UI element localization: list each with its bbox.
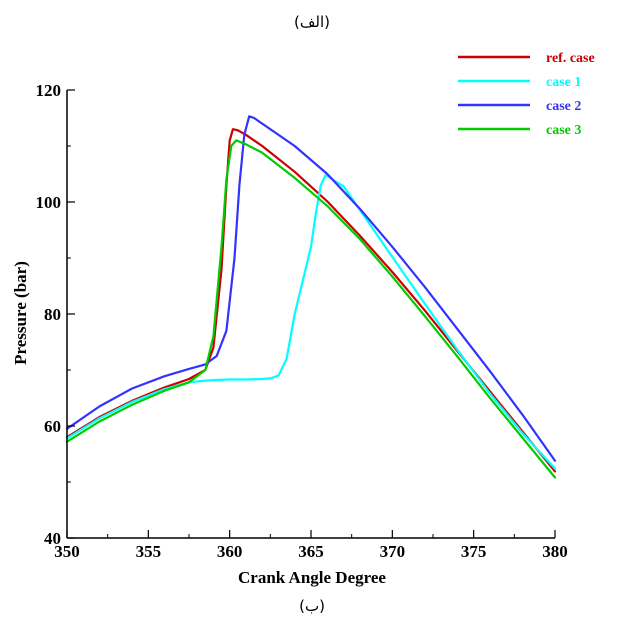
x-tick-label: 370 <box>380 542 406 561</box>
y-tick-label: 120 <box>36 81 62 100</box>
legend-label: case 2 <box>546 99 581 114</box>
x-axis-label: Crank Angle Degree <box>238 568 386 587</box>
legend-label: ref. case <box>546 51 595 66</box>
x-tick-label: 365 <box>298 542 324 561</box>
series-line-3 <box>65 115 557 462</box>
x-tick-label: 380 <box>542 542 568 561</box>
x-tick-label: 360 <box>217 542 243 561</box>
legend-item: case 3 <box>458 123 581 138</box>
series-line-2 <box>65 174 557 470</box>
legend-label: case 3 <box>546 123 581 138</box>
y-tick-label: 40 <box>44 529 61 548</box>
y-tick-label: 100 <box>36 193 62 212</box>
series-line-4 <box>65 139 557 479</box>
x-tick-label: 350 <box>54 542 80 561</box>
x-tick-label: 355 <box>136 542 162 561</box>
y-tick-label: 80 <box>44 305 61 324</box>
legend-item: case 1 <box>458 75 581 90</box>
axes-layer: 350 355 360 365 370 375 380 40 60 80 100 120 <box>36 81 568 561</box>
legend-item: case 2 <box>458 99 581 114</box>
series-line-1 <box>65 128 557 473</box>
top-caption: (الف) <box>294 13 330 31</box>
x-tick-label: 375 <box>461 542 487 561</box>
legend-item: ref. case <box>458 51 595 66</box>
y-tick-label: 60 <box>44 417 61 436</box>
series-layer <box>65 115 557 479</box>
legend: ref. case case 1 case 2 case 3 <box>458 51 595 138</box>
legend-label: case 1 <box>546 75 581 90</box>
bottom-caption: (ب) <box>299 597 325 615</box>
y-axis-label: Pressure (bar) <box>11 261 30 365</box>
